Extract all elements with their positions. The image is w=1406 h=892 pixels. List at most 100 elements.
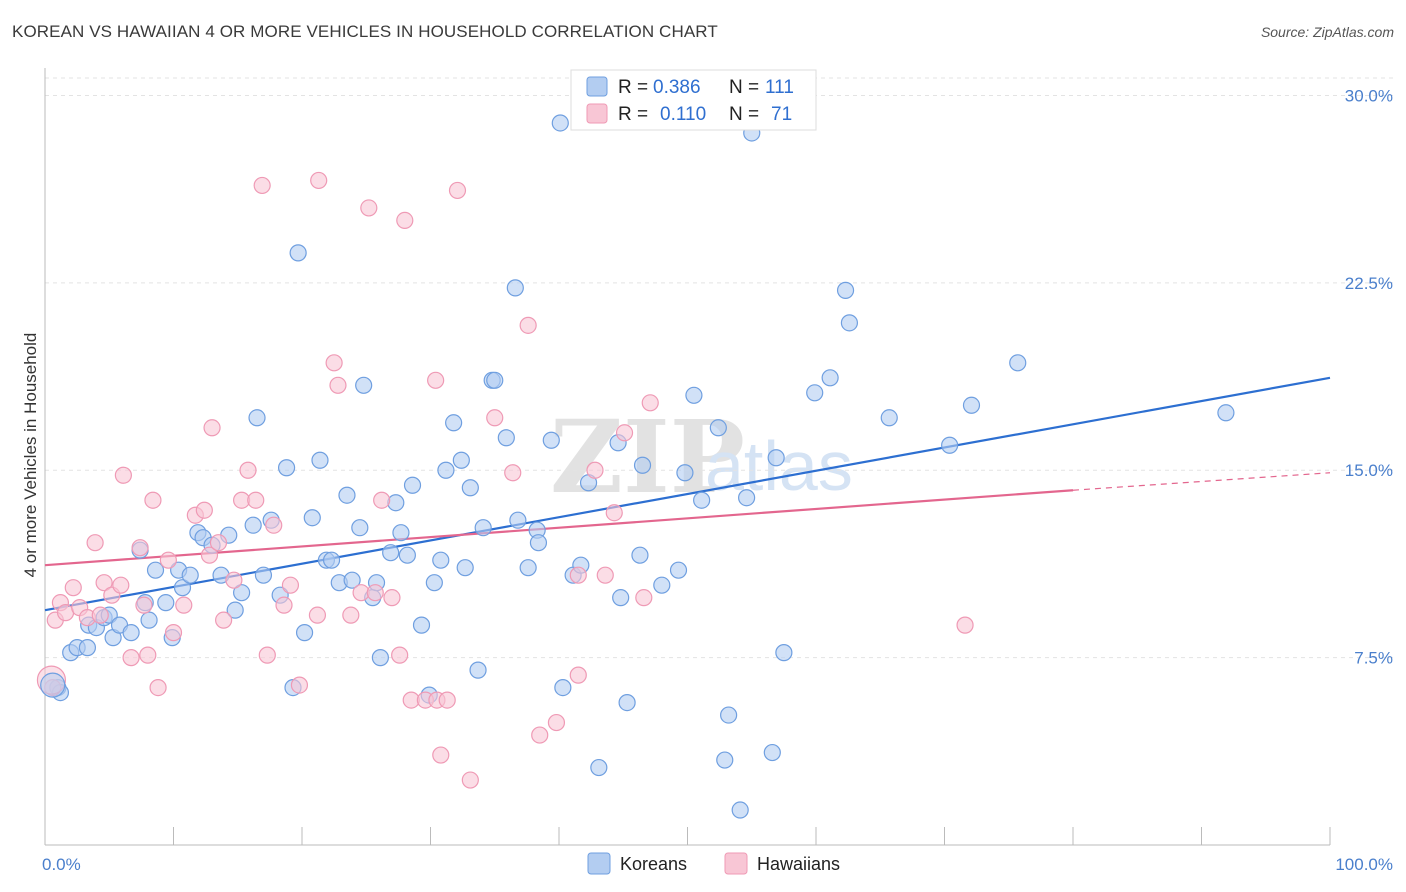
hawaiians-point bbox=[122, 649, 140, 667]
series-legend-label-hawaiians: Hawaiians bbox=[757, 854, 840, 874]
koreans-point bbox=[763, 743, 781, 762]
koreans-point bbox=[244, 516, 262, 534]
koreans-point bbox=[277, 459, 296, 477]
koreans-point bbox=[355, 376, 373, 394]
hawaiians-point bbox=[265, 516, 283, 534]
koreans-point bbox=[551, 114, 569, 132]
koreans-point bbox=[519, 559, 537, 577]
hawaiians-point bbox=[258, 646, 276, 664]
koreans-point bbox=[653, 576, 671, 594]
hawaiians-point bbox=[290, 676, 309, 694]
hawaiians-point bbox=[605, 504, 623, 522]
koreans-point bbox=[233, 584, 251, 602]
hawaiians-point bbox=[519, 316, 537, 334]
y-tick-label: 15.0% bbox=[1345, 461, 1393, 480]
x-tick-label-min: 0.0% bbox=[42, 855, 81, 874]
koreans-point bbox=[880, 409, 898, 427]
koreans-point bbox=[311, 451, 329, 469]
koreans-point bbox=[351, 519, 369, 537]
koreans-point bbox=[486, 371, 504, 389]
hawaiians-point bbox=[135, 596, 153, 614]
koreans-point bbox=[303, 509, 321, 527]
hawaiians-point bbox=[615, 424, 634, 442]
koreans-point bbox=[554, 679, 572, 697]
series-legend-swatch-koreans bbox=[587, 852, 611, 875]
hawaiians-point bbox=[195, 501, 213, 519]
koreans-point bbox=[338, 486, 356, 504]
hawaiians-trend-extension bbox=[1072, 472, 1331, 491]
koreans-point bbox=[941, 436, 959, 454]
legend-r-label-hawaiians: R = bbox=[618, 104, 648, 125]
legend-n-value-koreans: 111 bbox=[765, 77, 794, 98]
hawaiians-point bbox=[432, 746, 450, 764]
y-tick-label: 7.5% bbox=[1354, 649, 1393, 668]
hawaiians-point bbox=[215, 611, 233, 629]
hawaiians-point bbox=[225, 571, 243, 589]
koreans-point bbox=[962, 396, 981, 414]
koreans-point bbox=[398, 546, 416, 564]
koreans-point bbox=[529, 534, 548, 552]
hawaiians-point bbox=[504, 464, 522, 482]
hawaiians-point bbox=[486, 409, 504, 427]
koreans-point bbox=[140, 611, 158, 629]
series-koreans bbox=[49, 114, 1235, 819]
koreans-point bbox=[738, 489, 756, 507]
hawaiians-point bbox=[112, 576, 130, 594]
hawaiians-point bbox=[200, 546, 219, 564]
koreans-point bbox=[157, 594, 175, 612]
koreans-point bbox=[78, 639, 97, 657]
legend-r-value-hawaiians: 0.110 bbox=[660, 104, 706, 125]
koreans-point bbox=[1217, 404, 1235, 422]
koreans-point bbox=[445, 414, 463, 432]
legend-n-label-koreans: N = bbox=[729, 77, 759, 98]
hawaiians-point bbox=[310, 171, 328, 190]
koreans-point bbox=[720, 706, 738, 724]
hawaiians-point bbox=[569, 666, 587, 684]
koreans-point bbox=[612, 589, 630, 607]
koreans-point bbox=[412, 616, 431, 634]
hawaiians-point bbox=[383, 589, 401, 607]
y-tick-label: 30.0% bbox=[1345, 86, 1393, 105]
koreans-point bbox=[509, 511, 527, 529]
legend-n-value-hawaiians: 71 bbox=[771, 104, 792, 125]
data-points bbox=[36, 114, 1235, 819]
koreans-point bbox=[693, 491, 711, 509]
koreans-point bbox=[806, 384, 824, 402]
hawaiians-point bbox=[427, 371, 445, 389]
y-tick-labels: 7.5% 15.0% 22.5% 30.0% bbox=[1345, 86, 1393, 667]
koreans-point bbox=[775, 644, 793, 662]
hawaiians-point bbox=[569, 566, 587, 584]
koreans-point bbox=[542, 431, 560, 449]
koreans-point bbox=[452, 451, 470, 469]
hawaiians-point bbox=[596, 566, 614, 584]
koreans-point bbox=[836, 281, 855, 299]
series-legend-swatch-hawaiians bbox=[724, 852, 748, 875]
hawaiians-point bbox=[114, 466, 132, 484]
hawaiians-point bbox=[360, 199, 378, 217]
hawaiians-point bbox=[329, 376, 347, 394]
koreans-point bbox=[403, 476, 422, 494]
x-tick-label-max: 100.0% bbox=[1335, 855, 1393, 874]
hawaiians-point bbox=[149, 679, 167, 697]
hawaiians-point bbox=[95, 574, 113, 592]
hawaiians-point bbox=[956, 616, 974, 634]
koreans-point bbox=[669, 561, 688, 579]
stats-legend-box bbox=[570, 69, 817, 131]
hawaiians-point bbox=[547, 713, 566, 732]
koreans-point bbox=[387, 494, 405, 512]
hawaiians-point bbox=[164, 624, 183, 642]
hawaiians-point bbox=[366, 584, 384, 602]
koreans-point bbox=[432, 551, 450, 569]
koreans-point bbox=[248, 409, 266, 427]
koreans-point bbox=[122, 624, 140, 642]
koreans-point bbox=[40, 672, 66, 698]
koreans-point bbox=[590, 758, 608, 777]
koreans-point bbox=[437, 461, 455, 479]
hawaiians-point bbox=[144, 491, 162, 509]
hawaiians-point bbox=[531, 726, 549, 744]
koreans-point bbox=[343, 571, 361, 589]
koreans-point bbox=[767, 449, 785, 467]
koreans-point bbox=[497, 429, 515, 447]
hawaiians-point bbox=[239, 461, 257, 479]
